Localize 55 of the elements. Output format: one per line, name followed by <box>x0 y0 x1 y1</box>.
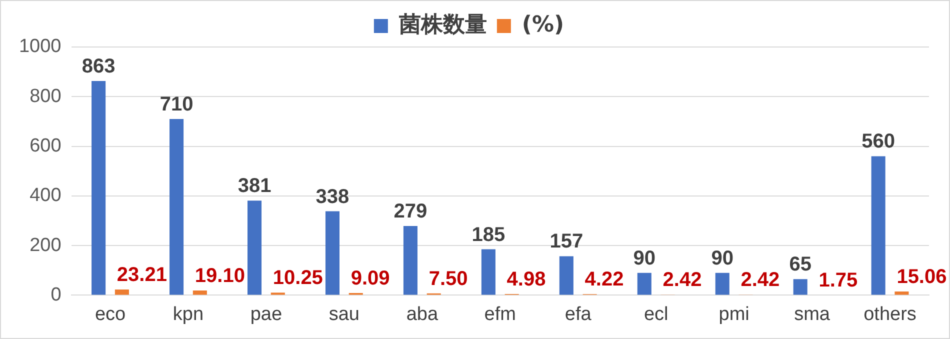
x-tick-label: sma <box>794 304 830 325</box>
legend-label: 菌株数量 <box>398 12 487 38</box>
data-label: 9.09 <box>350 267 390 290</box>
x-tick-label: ecl <box>644 304 668 325</box>
y-tick-label: 400 <box>30 185 62 206</box>
bar <box>170 118 184 295</box>
bar <box>871 156 886 295</box>
data-label: 90 <box>633 247 656 270</box>
x-tick-label: efa <box>564 304 592 325</box>
data-label: 560 <box>862 130 896 153</box>
data-label: 1.75 <box>818 269 858 292</box>
data-label: 2.42 <box>740 269 780 292</box>
data-label: 7.50 <box>428 268 468 290</box>
legend-label: (%) <box>522 12 564 38</box>
bar <box>481 249 496 295</box>
y-tick-label: 0 <box>50 284 62 306</box>
x-tick-label: kpn <box>172 304 204 325</box>
data-label: 19.10 <box>194 264 245 287</box>
data-label: 157 <box>550 230 584 253</box>
x-tick-label: sau <box>328 304 360 325</box>
y-tick-label: 1000 <box>18 36 62 58</box>
y-tick-label: 600 <box>30 136 62 157</box>
x-tick-label: pae <box>250 304 282 325</box>
data-label: 15.06 <box>896 266 947 288</box>
x-tick-label: efm <box>484 304 516 325</box>
bar <box>114 289 129 295</box>
data-label: 10.25 <box>272 267 323 290</box>
data-label: 338 <box>316 186 350 208</box>
bar <box>92 81 106 295</box>
data-label: 23.21 <box>116 264 167 286</box>
bar <box>715 272 730 295</box>
bar <box>637 272 652 295</box>
x-tick-label: eco <box>94 304 126 325</box>
data-label: 4.22 <box>584 268 624 291</box>
y-tick-label: 200 <box>30 234 62 256</box>
bar <box>403 226 418 295</box>
data-label: 863 <box>82 56 116 78</box>
data-label: 279 <box>394 200 428 222</box>
bar <box>894 291 909 295</box>
y-tick-label: 800 <box>30 86 62 107</box>
bar <box>325 211 340 295</box>
x-tick-label: pmi <box>718 304 750 325</box>
x-tick-label: aba <box>406 304 438 325</box>
data-label: 4.98 <box>506 268 546 290</box>
data-label: 381 <box>238 175 272 198</box>
data-label: 65 <box>789 254 812 276</box>
bar <box>559 256 574 295</box>
bar <box>793 279 808 295</box>
data-label: 2.42 <box>662 269 702 292</box>
data-label: 710 <box>160 93 194 116</box>
bar <box>247 200 262 295</box>
bar <box>192 290 207 295</box>
data-label: 90 <box>711 247 734 270</box>
data-label: 185 <box>472 224 506 246</box>
x-tick-label: others <box>864 304 916 325</box>
